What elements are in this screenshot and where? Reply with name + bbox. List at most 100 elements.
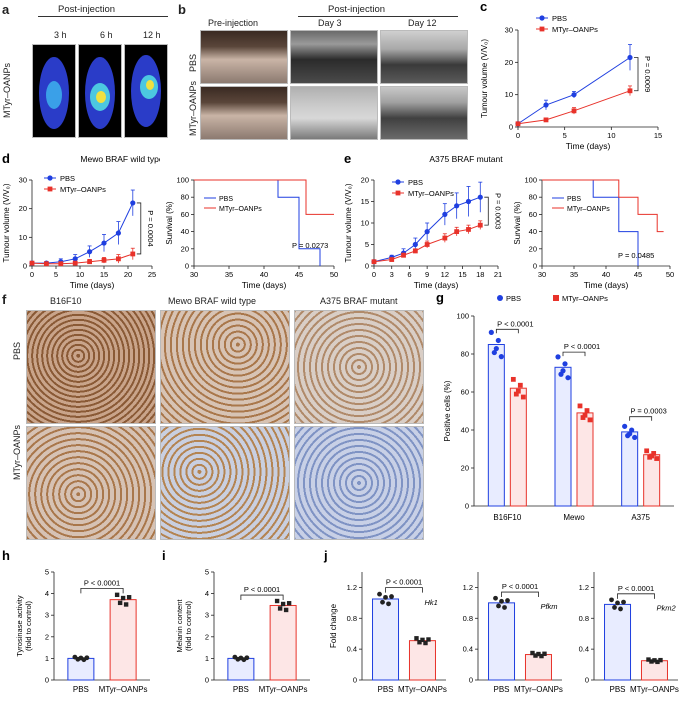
data-point <box>377 591 382 597</box>
x-tick-label: 50 <box>330 270 338 279</box>
legend-label: MTyr–OANPs <box>60 185 106 194</box>
bar <box>576 412 594 507</box>
data-point <box>493 345 499 352</box>
b-photo-pbs-day3 <box>290 30 378 84</box>
x-tick-label: 0 <box>516 131 520 140</box>
data-point <box>649 659 654 664</box>
data-point <box>283 607 289 613</box>
p-value-label: P = 0.0009 <box>643 56 652 92</box>
p-value-label: P < 0.0001 <box>244 585 280 594</box>
x-tick-label: 0 <box>30 270 34 279</box>
legend-marker <box>47 186 53 192</box>
b-header-rule <box>298 16 458 17</box>
legend-label: PBS <box>408 178 423 187</box>
f-row-0: PBS <box>12 341 22 360</box>
a-image-12h <box>124 44 168 138</box>
data-point <box>383 594 388 600</box>
x-tick-label: 15 <box>458 270 466 279</box>
data-point <box>244 655 250 661</box>
data-point <box>654 456 660 461</box>
data-point <box>499 598 504 604</box>
p-value-label: P = 0.0003 <box>493 193 502 229</box>
data-point <box>515 121 521 127</box>
data-point <box>371 259 377 265</box>
y-tick-label: 10 <box>19 233 27 242</box>
y-tick-label: 4 <box>205 589 209 598</box>
y-tick-label: 10 <box>505 90 513 99</box>
y-tick-label: 20 <box>461 464 469 473</box>
y-axis-title: Fold change <box>329 603 338 648</box>
gene-label: Pfkm <box>540 602 557 611</box>
series-line <box>517 57 631 125</box>
data-point <box>612 605 617 610</box>
x-axis-title: Time (days) <box>242 280 287 290</box>
b-row-0: PBS <box>188 53 198 72</box>
survival-curve <box>194 179 321 266</box>
data-point <box>426 637 431 642</box>
b-photo-mtyr-day3 <box>290 86 378 140</box>
data-point <box>517 382 523 388</box>
data-point <box>442 235 448 241</box>
y-tick-label: 1 <box>45 654 49 663</box>
chart-e: e 0 3 6 9 12 15 18 21 0 5 10 15 20 Time (days) Tumour v… <box>344 152 503 290</box>
data-point <box>577 403 583 409</box>
data-point <box>543 102 549 108</box>
y-axis-title: Tumour volume (V/V₀) <box>344 183 353 262</box>
data-point <box>649 453 655 459</box>
x-tick-label: MTyr–OANPs <box>514 685 563 694</box>
y-tick-label: 60 <box>181 210 189 219</box>
data-point <box>286 601 292 606</box>
data-point <box>274 598 280 604</box>
b-photo-mtyr-day12 <box>380 86 468 140</box>
y-tick-label: 0 <box>465 502 469 511</box>
legend-marker <box>539 15 545 21</box>
x-tick-label: MTyr–OANPs <box>99 685 148 694</box>
x-tick-label: 35 <box>570 270 578 279</box>
b-col-0: Pre-injection <box>208 18 259 28</box>
chart-d: d 0 5 10 15 20 25 0 10 20 30 Time (days) Tumour volu… <box>2 152 160 290</box>
data-point <box>114 592 120 598</box>
data-point <box>58 261 64 267</box>
significance-bracket <box>617 593 655 599</box>
data-point <box>389 257 395 262</box>
data-point <box>502 605 507 610</box>
data-point <box>84 655 90 661</box>
y-tick-label: 0.8 <box>463 614 473 623</box>
y-axis-title: Tumour volume (V/V₀) <box>2 183 11 262</box>
series-line <box>517 90 631 125</box>
y-axis-title: Positive cells (%) <box>443 380 452 441</box>
panel-letter-h: h <box>2 548 10 563</box>
data-point <box>101 240 107 246</box>
data-point <box>477 222 483 228</box>
data-point <box>652 658 657 663</box>
significance-bracket <box>629 416 653 421</box>
x-tick-label: 30 <box>190 270 198 279</box>
data-point <box>72 256 78 262</box>
chart-h: h 0 1 2 3 4 5 Tyrosinase activity (fold to contr… <box>2 548 150 694</box>
chart-c: c 0 5 10 15 0 10 20 30 Time (days) Tumour volume (… <box>480 0 662 151</box>
significance-bracket <box>634 57 639 92</box>
y-tick-label: 40 <box>461 426 469 435</box>
panel-letter-d: d <box>2 152 10 166</box>
data-point <box>498 354 504 360</box>
data-point <box>130 200 136 206</box>
y-tick-label: 100 <box>456 312 469 321</box>
x-tick-label: 5 <box>563 131 567 140</box>
gene-label: Pkm2 <box>656 603 676 612</box>
x-tick-label: PBS <box>73 685 89 694</box>
data-point <box>651 451 657 456</box>
x-tick-label: Mewo <box>563 513 585 522</box>
y-tick-label: 1.2 <box>463 583 473 592</box>
data-point <box>72 260 78 266</box>
p-value-label: P < 0.0001 <box>618 584 654 593</box>
y-tick-label: 5 <box>365 240 369 249</box>
data-point <box>615 600 620 606</box>
significance-bracket <box>495 328 519 334</box>
y-tick-label: 40 <box>181 227 189 236</box>
data-point <box>477 194 483 200</box>
data-point <box>442 211 448 217</box>
data-point <box>123 602 129 607</box>
f-col-0: B16F10 <box>50 296 82 306</box>
a-time-2: 12 h <box>143 30 161 40</box>
y-tick-label: 10 <box>361 219 369 228</box>
